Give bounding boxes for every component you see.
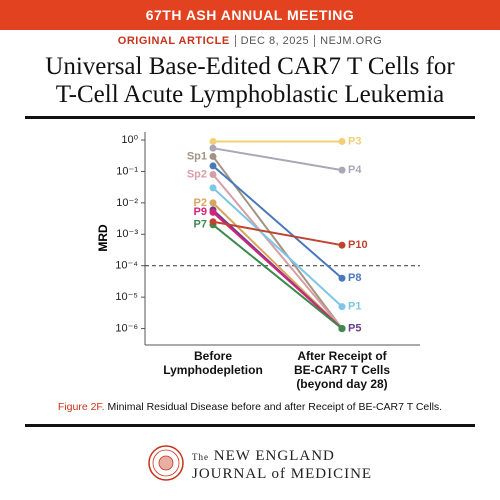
marker (338, 137, 346, 145)
caption-text: Minimal Residual Disease before and afte… (107, 401, 443, 413)
date: DEC 8, 2025 (234, 35, 315, 47)
logo-line: JOURNAL of MEDICINE (192, 466, 373, 482)
series-label: Sp1 (187, 150, 207, 162)
series-label: Sp2 (187, 168, 207, 180)
marker (338, 241, 346, 249)
series-line (212, 211, 343, 330)
series-line (212, 224, 343, 330)
logo-line: NEW ENGLAND (213, 448, 335, 464)
marker (338, 166, 346, 174)
series-line (212, 147, 343, 172)
marker (209, 162, 217, 170)
banner: 67TH ASH ANNUAL MEETING (0, 0, 500, 30)
series-label: P9 (194, 206, 207, 218)
series-label: P8 (348, 272, 361, 284)
marker (209, 199, 217, 207)
series-label: P5 (348, 322, 361, 334)
rule (25, 116, 475, 119)
marker (338, 303, 346, 311)
caption: Figure 2F. Minimal Residual Disease befo… (0, 401, 500, 413)
seal (148, 445, 184, 481)
marker (209, 208, 217, 216)
x-tick-label: Before Lymphodepletion (163, 349, 263, 377)
series-label: P3 (348, 135, 361, 147)
y-tick-label: 10⁻⁴ (115, 260, 138, 272)
section: ORIGINAL ARTICLE (117, 35, 230, 47)
series-line (212, 165, 343, 279)
rule (25, 424, 475, 427)
series-label: P2 (194, 197, 207, 209)
series-label: P4 (348, 164, 362, 176)
title-line: Universal Base-Edited CAR7 T Cells for (45, 53, 455, 80)
y-tick-label: 10⁻¹ (116, 165, 138, 177)
series-line (212, 173, 343, 330)
caption-label: Figure 2F. (57, 401, 105, 413)
series-label: P1 (348, 301, 361, 313)
y-tick-label: 10⁰ (121, 134, 138, 146)
journal-logo: The NEW ENGLAND JOURNAL of MEDICINE (192, 448, 372, 483)
plot: 10⁰ 10⁻¹ 10⁻² 10⁻³ 10⁻⁴ 10⁻⁵ 10⁻⁶ P3 P4 Sp1 Sp2 P8 P… (115, 134, 420, 334)
series-label: P10 (348, 239, 368, 251)
series-line (212, 187, 343, 308)
y-tick-label: 10⁻³ (116, 228, 138, 240)
y-axis-label: MRD (96, 224, 110, 252)
marker (209, 184, 217, 192)
logo-the: The (192, 452, 209, 462)
title-line: T-Cell Acute Lymphoblastic Leukemia (55, 81, 445, 108)
marker (209, 144, 217, 152)
marker (209, 170, 217, 178)
y-tick-label: 10⁻² (116, 197, 138, 209)
y-tick-label: 10⁻⁶ (115, 322, 138, 334)
marker (209, 137, 217, 145)
marker (338, 274, 346, 282)
site: NEJM.ORG (314, 35, 388, 47)
y-tick-label: 10⁻⁵ (115, 291, 138, 303)
series-line (212, 220, 343, 247)
series-label: P7 (194, 219, 207, 231)
marker (338, 325, 346, 333)
x-tick-label: After Receipt of BE-CAR7 T Cells (beyond… (293, 349, 391, 391)
article-line: ORIGINAL ARTICLE DEC 8, 2025 NEJM.ORG (0, 35, 500, 47)
marker (209, 152, 217, 160)
marker (209, 218, 217, 226)
